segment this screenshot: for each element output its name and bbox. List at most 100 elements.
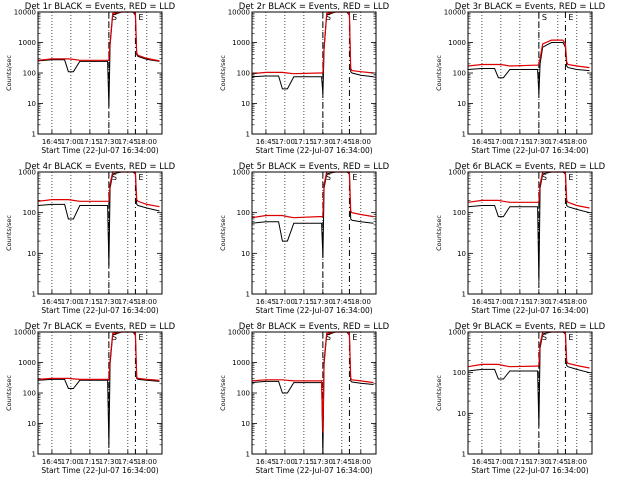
start-marker-label: S: [542, 13, 547, 22]
series-lld-line: [251, 171, 374, 219]
x-tick-label: 16:45: [42, 458, 62, 466]
start-marker-label: S: [542, 173, 547, 182]
x-tick-label: 16:45: [256, 458, 276, 466]
x-tick-label: 17:00: [275, 458, 295, 466]
x-axis-label: Start Time (22-Jul-07 16:34:00): [471, 466, 588, 475]
y-tick-label: 1000: [18, 169, 36, 177]
series-lld-line: [37, 331, 160, 381]
x-tick-label: 16:45: [472, 138, 492, 146]
x-tick-label: 17:15: [294, 458, 314, 466]
end-marker-label: E: [352, 13, 357, 22]
x-tick-label: 17:45: [332, 298, 352, 306]
plot-frame: [251, 331, 377, 455]
series-lld-line: [251, 11, 374, 75]
y-tick-label: 100: [23, 209, 36, 217]
x-axis-label: Start Time (22-Jul-07 16:34:00): [41, 306, 158, 315]
x-tick-label: 16:45: [472, 298, 492, 306]
series-events-line: [37, 171, 160, 266]
y-tick-label: 1000: [232, 359, 250, 367]
x-axis-label: Start Time (22-Jul-07 16:34:00): [471, 306, 588, 315]
y-tick-label: 10: [457, 100, 466, 108]
x-tick-label: 17:15: [510, 138, 530, 146]
y-tick-label: 10000: [14, 329, 36, 337]
end-marker-label: E: [352, 173, 357, 182]
end-marker-label: E: [568, 333, 573, 342]
x-tick-label: 17:45: [548, 458, 568, 466]
x-tick-label: 16:45: [256, 138, 276, 146]
x-tick-label: 17:00: [61, 458, 81, 466]
start-marker-label: S: [326, 13, 331, 22]
x-tick-label: 17:30: [313, 458, 333, 466]
y-tick-label: 1000: [232, 39, 250, 47]
series-lld-line: [37, 171, 160, 208]
x-tick-label: 17:30: [529, 458, 549, 466]
y-axis-label: Counts/sec: [219, 55, 227, 91]
x-tick-label: 16:45: [42, 298, 62, 306]
panel-title: Det 8r BLACK = Events, RED = LLD: [239, 322, 390, 332]
x-tick-label: 17:15: [294, 298, 314, 306]
x-tick-label: 17:15: [294, 138, 314, 146]
y-tick-label: 10: [457, 250, 466, 258]
y-tick-label: 1: [32, 451, 36, 459]
x-axis-label: Start Time (22-Jul-07 16:34:00): [255, 466, 372, 475]
x-tick-label: 17:30: [529, 298, 549, 306]
end-marker-label: E: [138, 13, 143, 22]
series-lld-line: [467, 39, 590, 69]
panel-title: Det 7r BLACK = Events, RED = LLD: [25, 322, 176, 332]
x-tick-label: 17:30: [313, 298, 333, 306]
y-tick-label: 1: [246, 451, 250, 459]
x-tick-label: 17:00: [491, 138, 511, 146]
x-tick-label: 18:00: [567, 298, 587, 306]
x-tick-label: 17:15: [80, 138, 100, 146]
y-axis-label: Counts/sec: [219, 375, 227, 411]
start-marker-label: S: [112, 13, 117, 22]
x-tick-label: 17:45: [118, 138, 138, 146]
y-axis-label: Counts/sec: [5, 215, 13, 251]
panel-title: Det 4r BLACK = Events, RED = LLD: [25, 162, 176, 172]
series-lld-line: [467, 331, 590, 369]
x-axis-label: Start Time (22-Jul-07 16:34:00): [41, 466, 158, 475]
series-lld-line: [467, 171, 590, 209]
x-tick-label: 18:00: [351, 298, 371, 306]
y-tick-label: 100: [453, 209, 466, 217]
y-tick-label: 10: [27, 100, 36, 108]
start-marker-label: S: [326, 173, 331, 182]
x-tick-label: 17:45: [118, 458, 138, 466]
x-tick-label: 18:00: [137, 298, 157, 306]
y-axis-label: Counts/sec: [219, 215, 227, 251]
y-tick-label: 1: [462, 131, 466, 139]
x-tick-label: 18:00: [567, 138, 587, 146]
start-marker-label: S: [542, 333, 547, 342]
y-tick-label: 100: [237, 209, 250, 217]
x-tick-label: 17:15: [510, 458, 530, 466]
end-marker-label: E: [138, 173, 143, 182]
x-tick-label: 17:30: [313, 138, 333, 146]
x-tick-label: 18:00: [351, 458, 371, 466]
plot-frame: [37, 11, 163, 135]
panel-title: Det 2r BLACK = Events, RED = LLD: [239, 2, 390, 12]
y-tick-label: 100: [237, 70, 250, 78]
y-tick-label: 100: [453, 70, 466, 78]
x-tick-label: 17:00: [275, 298, 295, 306]
y-tick-label: 1: [462, 291, 466, 299]
x-tick-label: 17:45: [548, 138, 568, 146]
x-axis-label: Start Time (22-Jul-07 16:34:00): [255, 306, 372, 315]
x-tick-label: 18:00: [137, 138, 157, 146]
series-events-line: [251, 11, 374, 95]
x-tick-label: 18:00: [351, 138, 371, 146]
y-tick-label: 1: [246, 291, 250, 299]
series-events-line: [467, 331, 590, 426]
y-tick-label: 100: [453, 369, 466, 377]
y-tick-label: 1: [32, 131, 36, 139]
x-tick-label: 17:15: [80, 458, 100, 466]
series-events-line: [251, 171, 374, 258]
y-tick-label: 10: [457, 410, 466, 418]
x-tick-label: 17:00: [491, 458, 511, 466]
x-tick-label: 17:30: [99, 298, 119, 306]
y-tick-label: 10: [241, 100, 250, 108]
